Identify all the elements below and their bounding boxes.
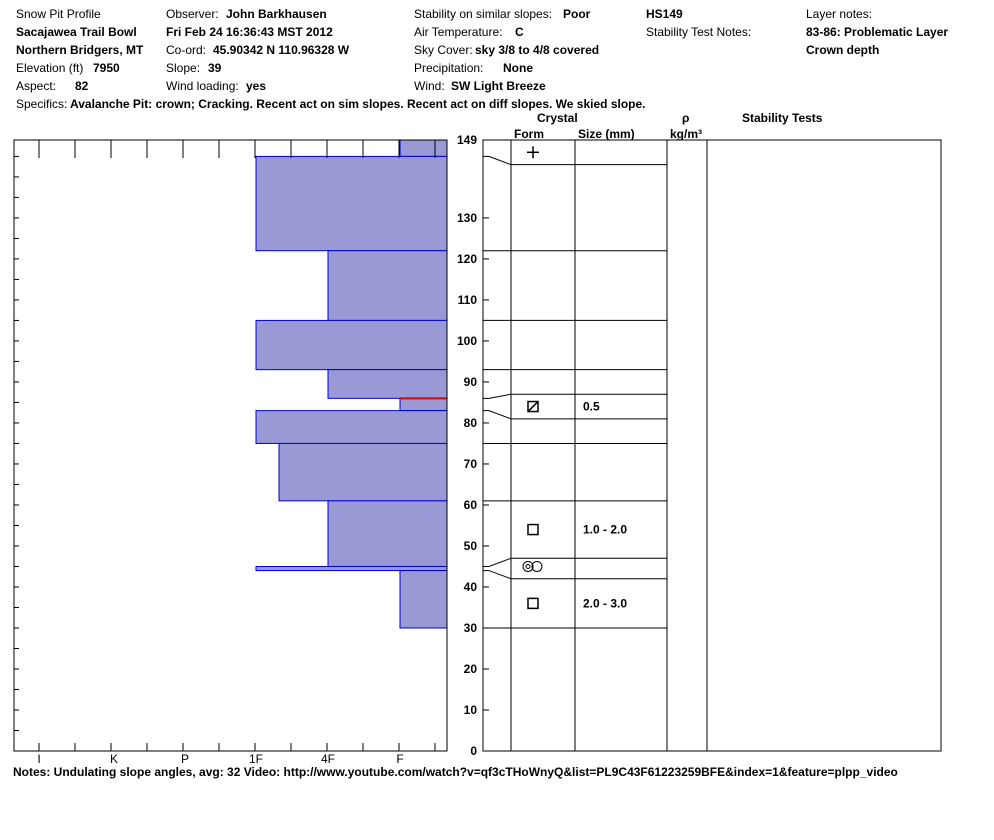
hardness-bar bbox=[399, 397, 448, 412]
height-tick-label: 30 bbox=[464, 621, 478, 635]
wind-label: Wind: bbox=[414, 79, 445, 93]
profile-title: Snow Pit Profile bbox=[16, 7, 101, 21]
crystal-symbols: 0.5 1.0 - 2.0 2.0 - 3.0 bbox=[522, 146, 627, 610]
height-tick-label: 149 bbox=[457, 133, 477, 147]
height-tick-label: 120 bbox=[457, 252, 477, 266]
slope-value: 39 bbox=[208, 61, 222, 75]
rho-header: ρ bbox=[682, 111, 690, 125]
height-tick-label: 100 bbox=[457, 334, 477, 348]
hardness-bar bbox=[278, 442, 448, 502]
form-header: Form bbox=[514, 127, 544, 141]
elevation-label: Elevation (ft) bbox=[16, 61, 84, 75]
wind-loading-value: yes bbox=[246, 79, 267, 93]
sky-label: Sky Cover: bbox=[414, 43, 473, 57]
height-tick-label: 70 bbox=[464, 457, 478, 471]
hardness-bar bbox=[327, 250, 448, 321]
hs-value: HS149 bbox=[646, 7, 683, 21]
height-tick-label: 0 bbox=[470, 744, 477, 758]
height-tick-label: 130 bbox=[457, 211, 477, 225]
layer-connector bbox=[483, 155, 512, 166]
faceted-icon bbox=[527, 597, 539, 610]
melt-freeze-icon bbox=[531, 560, 543, 572]
layer-note-1: 83-86: Problematic Layer bbox=[806, 25, 949, 39]
sky-value: sky 3/8 to 4/8 covered bbox=[475, 43, 600, 57]
height-axis: 0 10 20 30 40 50 60 70 80 90 100 110 120 130 149 bbox=[457, 133, 489, 758]
aspect-label: Aspect: bbox=[16, 79, 57, 93]
hardness-bar bbox=[255, 565, 448, 572]
air-temp-value: C bbox=[515, 25, 524, 39]
wind-value: SW Light Breeze bbox=[451, 79, 546, 93]
layer-boundaries bbox=[483, 155, 667, 629]
datetime: Fri Feb 24 16:36:43 MST 2012 bbox=[166, 25, 333, 39]
hardness-label: 1F bbox=[249, 752, 263, 766]
precip-value: None bbox=[503, 61, 533, 75]
crystal-header: Crystal bbox=[537, 111, 578, 125]
aspect-value: 82 bbox=[75, 79, 89, 93]
elevation-value: 7950 bbox=[93, 61, 120, 75]
observer-value: John Barkhausen bbox=[226, 7, 327, 21]
layer-connector bbox=[483, 410, 512, 420]
hardness-bar bbox=[255, 410, 448, 444]
height-tick-label: 90 bbox=[464, 375, 478, 389]
height-tick-label: 110 bbox=[458, 293, 478, 307]
hardness-bars bbox=[255, 139, 448, 629]
location-name: Sacajawea Trail Bowl bbox=[16, 25, 137, 39]
size-header: Size (mm) bbox=[578, 127, 635, 141]
layer-connector bbox=[483, 570, 512, 580]
hardness-label: K bbox=[110, 752, 118, 766]
coord-value: 45.90342 N 110.96328 W bbox=[213, 43, 350, 57]
height-tick-label: 20 bbox=[464, 662, 478, 676]
stability-notes-label: Stability Test Notes: bbox=[646, 25, 752, 39]
density-unit-header: kg/m³ bbox=[670, 127, 703, 141]
melt-freeze-icon bbox=[522, 560, 534, 572]
stability-label: Stability on similar slopes: bbox=[414, 7, 553, 21]
hardness-plot-frame bbox=[13, 139, 448, 752]
stability-tests-header: Stability Tests bbox=[742, 111, 823, 125]
hardness-ticks: I K P 1F 4F F bbox=[14, 140, 436, 766]
layer-table-frame bbox=[482, 139, 942, 752]
hardness-label: 4F bbox=[321, 752, 335, 766]
crystal-size-label: 0.5 bbox=[583, 400, 600, 414]
hardness-bar bbox=[255, 319, 448, 371]
height-tick-label: 60 bbox=[464, 498, 478, 512]
observer-label: Observer: bbox=[166, 7, 219, 21]
region: Northern Bridgers, MT bbox=[16, 43, 144, 57]
hardness-bar bbox=[399, 570, 448, 629]
height-tick-label: 80 bbox=[464, 416, 478, 430]
hardness-bar bbox=[327, 369, 448, 399]
stability-value: Poor bbox=[563, 7, 591, 21]
slope-label: Slope: bbox=[166, 61, 201, 75]
hardness-label: P bbox=[181, 752, 189, 766]
precip-label: Precipitation: bbox=[414, 61, 484, 75]
hardness-bar bbox=[327, 500, 448, 567]
height-tick-label: 40 bbox=[464, 580, 478, 594]
faceted-rounded-icon bbox=[527, 400, 539, 413]
faceted-rounded-icon bbox=[527, 401, 539, 413]
coord-label: Co-ord: bbox=[166, 43, 207, 57]
notes: Notes: Undulating slope angles, avg: 32 … bbox=[13, 765, 898, 779]
melt-freeze-icon bbox=[525, 563, 531, 569]
hardness-label: F bbox=[396, 752, 403, 766]
layer-note-2: Crown depth bbox=[806, 43, 880, 57]
layer-connector bbox=[483, 557, 512, 567]
specifics-label: Specifics: bbox=[16, 97, 68, 111]
hardness-label: I bbox=[37, 752, 40, 766]
crystal-size-label: 1.0 - 2.0 bbox=[583, 523, 627, 537]
hardness-bar bbox=[255, 155, 448, 252]
faceted-icon bbox=[527, 523, 539, 536]
hardness-bar bbox=[399, 139, 448, 157]
layer-connector bbox=[483, 393, 512, 399]
wind-loading-label: Wind loading: bbox=[166, 79, 239, 93]
layer-notes-label: Layer notes: bbox=[806, 7, 873, 21]
specifics-value: Avalanche Pit: crown; Cracking. Recent a… bbox=[70, 97, 646, 111]
crystal-size-label: 2.0 - 3.0 bbox=[583, 596, 627, 610]
air-temp-label: Air Temperature: bbox=[414, 25, 503, 39]
height-tick-label: 50 bbox=[464, 539, 478, 553]
height-tick-label: 10 bbox=[464, 703, 478, 717]
